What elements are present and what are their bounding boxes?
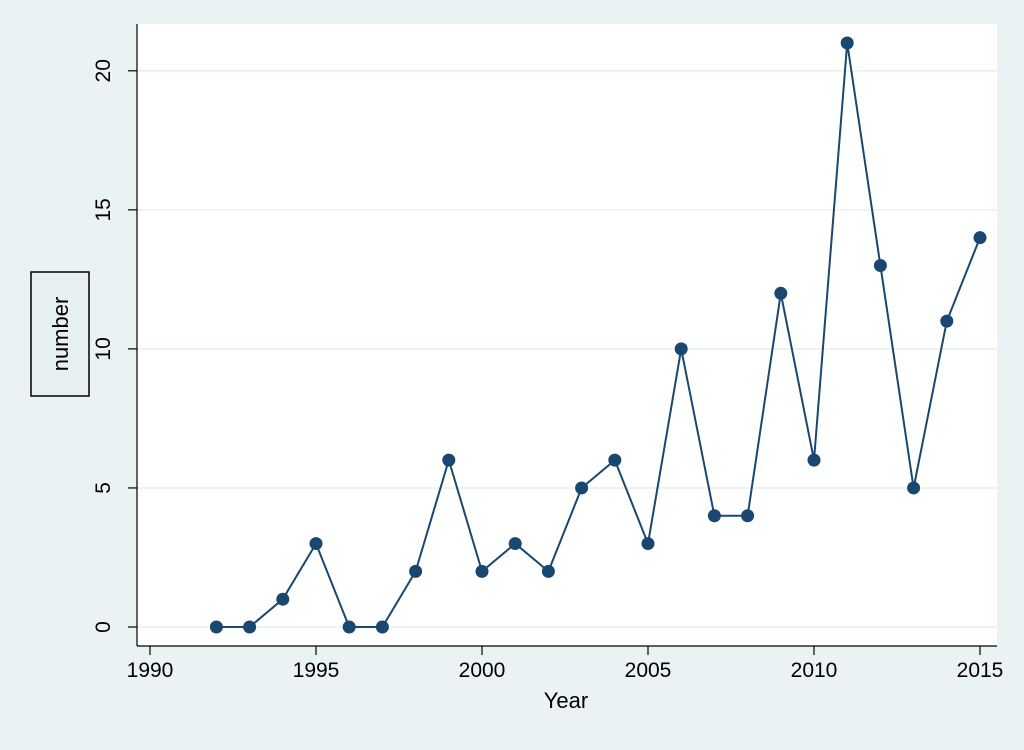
- x-tick-label: 1995: [293, 659, 340, 682]
- plot-area: [137, 24, 997, 646]
- data-point: [409, 564, 423, 578]
- data-point: [907, 481, 921, 495]
- grid-lines: [137, 70, 997, 628]
- data-point: [508, 537, 522, 551]
- y-tick-label: 10: [92, 337, 115, 360]
- y-tick-label: 0: [92, 621, 115, 633]
- data-point: [807, 453, 821, 467]
- y-tick-label: 5: [92, 482, 115, 494]
- x-tick-label: 2005: [625, 659, 672, 682]
- y-tick-label: 15: [92, 198, 115, 221]
- x-tick-label: 2010: [791, 659, 838, 682]
- y-axis-title-box: [30, 271, 90, 397]
- data-point: [375, 620, 389, 634]
- data-point: [973, 231, 987, 245]
- data-point: [707, 509, 721, 523]
- x-axis-title: Year: [544, 688, 588, 713]
- data-point: [840, 36, 854, 50]
- data-point: [940, 314, 954, 328]
- axes: 0 5 10 15 20 1990 1995 2000 2005 2010 2015: [92, 24, 1003, 682]
- y-axis-title: number: [48, 297, 73, 372]
- x-tick-label: 1990: [127, 659, 174, 682]
- x-tick-label: 2000: [459, 659, 506, 682]
- data-point: [309, 537, 323, 551]
- y-tick-label: 20: [92, 59, 115, 82]
- x-tick-label: 2015: [957, 659, 1004, 682]
- series-layer: [209, 36, 987, 634]
- data-point: [243, 620, 257, 634]
- data-point: [873, 258, 887, 272]
- data-point: [575, 481, 589, 495]
- series-line: [216, 42, 981, 628]
- data-point: [741, 509, 755, 523]
- data-point: [774, 286, 788, 300]
- data-point: [608, 453, 622, 467]
- data-point: [541, 564, 555, 578]
- data-point: [442, 453, 456, 467]
- axis-labels: Year number: [30, 271, 588, 713]
- data-point: [276, 592, 290, 606]
- data-point: [475, 564, 489, 578]
- data-point: [674, 342, 688, 356]
- data-point: [209, 620, 223, 634]
- data-point: [641, 537, 655, 551]
- data-point: [342, 620, 356, 634]
